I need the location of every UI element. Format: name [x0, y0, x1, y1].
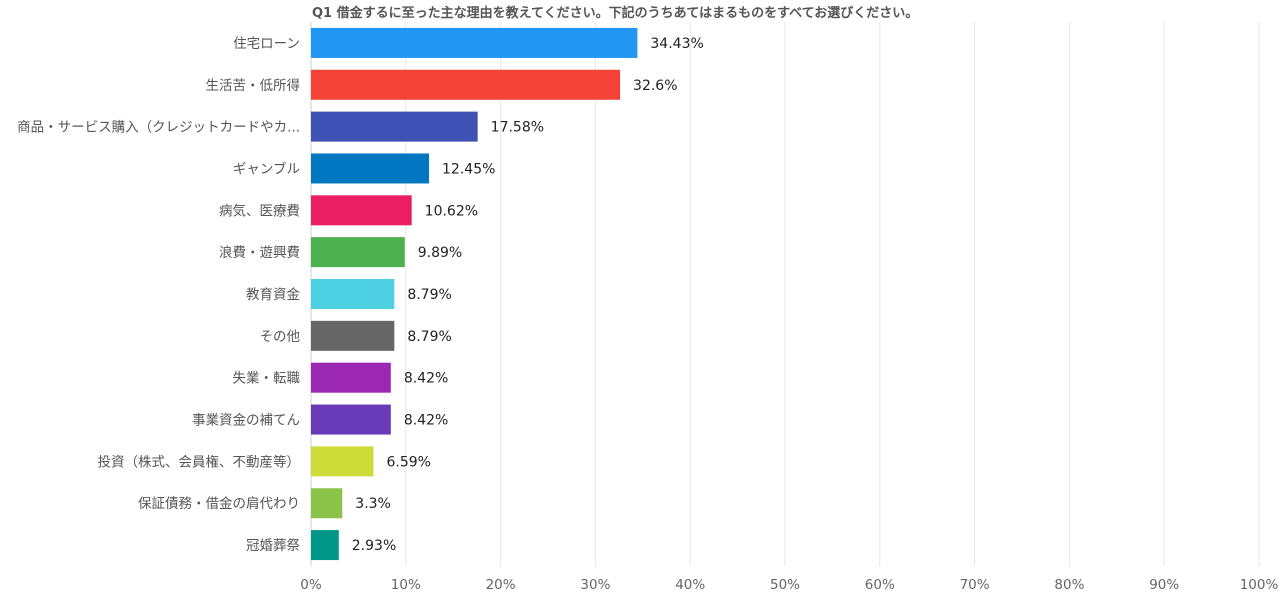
value-label: 8.42%: [404, 371, 448, 387]
category-label: 浪費・遊興費: [219, 245, 300, 261]
x-axis-ticks: 0% 10% 20% 30% 40% 50% 60% 70% 80% 90% 100%: [300, 577, 1278, 593]
bar: [311, 237, 405, 268]
category-label: 病気、医療費: [219, 202, 300, 219]
bar: [311, 195, 412, 226]
category-label: 教育資金: [246, 287, 300, 303]
value-label: 6.59%: [386, 454, 430, 470]
x-tick-label: 70%: [960, 577, 990, 593]
bar: [311, 446, 374, 477]
bar: [311, 27, 638, 58]
bar: [311, 320, 395, 351]
x-tick-label: 100%: [1240, 577, 1279, 593]
value-label: 8.42%: [404, 413, 448, 429]
bar: [311, 362, 391, 393]
x-tick-label: 50%: [770, 577, 800, 593]
category-label: 商品・サービス購入（クレジットカードやカ...: [17, 120, 300, 136]
bar: [311, 111, 478, 142]
bar: [311, 279, 395, 309]
x-tick-label: 0%: [300, 577, 322, 593]
bar: [311, 530, 339, 561]
category-label: 冠婚葬祭: [246, 538, 300, 554]
grid-lines: [310, 22, 1260, 566]
value-label: 8.79%: [407, 287, 451, 303]
category-label: 生活苦・低所得: [206, 77, 301, 94]
x-tick-label: 10%: [391, 577, 421, 593]
x-tick-label: 60%: [865, 577, 895, 593]
category-label: 失業・転職: [233, 371, 301, 387]
value-label: 3.3%: [355, 496, 391, 512]
category-label: 事業資金の補てん: [192, 413, 300, 429]
bars: [311, 27, 638, 561]
x-tick-label: 40%: [675, 577, 705, 593]
value-label: 12.45%: [442, 161, 495, 177]
category-label: ギャンブル: [233, 160, 300, 177]
category-label: その他: [260, 329, 301, 345]
x-tick-label: 90%: [1149, 577, 1179, 593]
category-label: 保証債務・借金の肩代わり: [138, 496, 300, 512]
value-label: 34.43%: [650, 36, 703, 52]
chart-title: Q1 借金するに至った主な理由を教えてください。下記のうちあてはまるものをすべて…: [312, 6, 919, 21]
value-labels: 34.43% 32.6% 17.58% 12.45% 10.62% 9.89% 8.79% 8…: [352, 36, 704, 554]
value-label: 32.6%: [633, 78, 677, 94]
value-label: 8.79%: [407, 329, 451, 345]
value-label: 9.89%: [418, 245, 462, 261]
bar: [311, 488, 343, 519]
x-tick-label: 30%: [580, 577, 610, 593]
category-label: 住宅ローン: [233, 36, 300, 52]
bar: [311, 153, 430, 184]
x-tick-label: 80%: [1054, 577, 1084, 593]
category-label: 投資（株式、会員権、不動産等）: [98, 453, 301, 470]
value-label: 10.62%: [425, 203, 478, 219]
value-label: 17.58%: [491, 120, 544, 136]
x-tick-label: 20%: [486, 577, 516, 593]
bar: [311, 69, 621, 100]
bar: [311, 404, 391, 435]
value-label: 2.93%: [352, 538, 396, 554]
